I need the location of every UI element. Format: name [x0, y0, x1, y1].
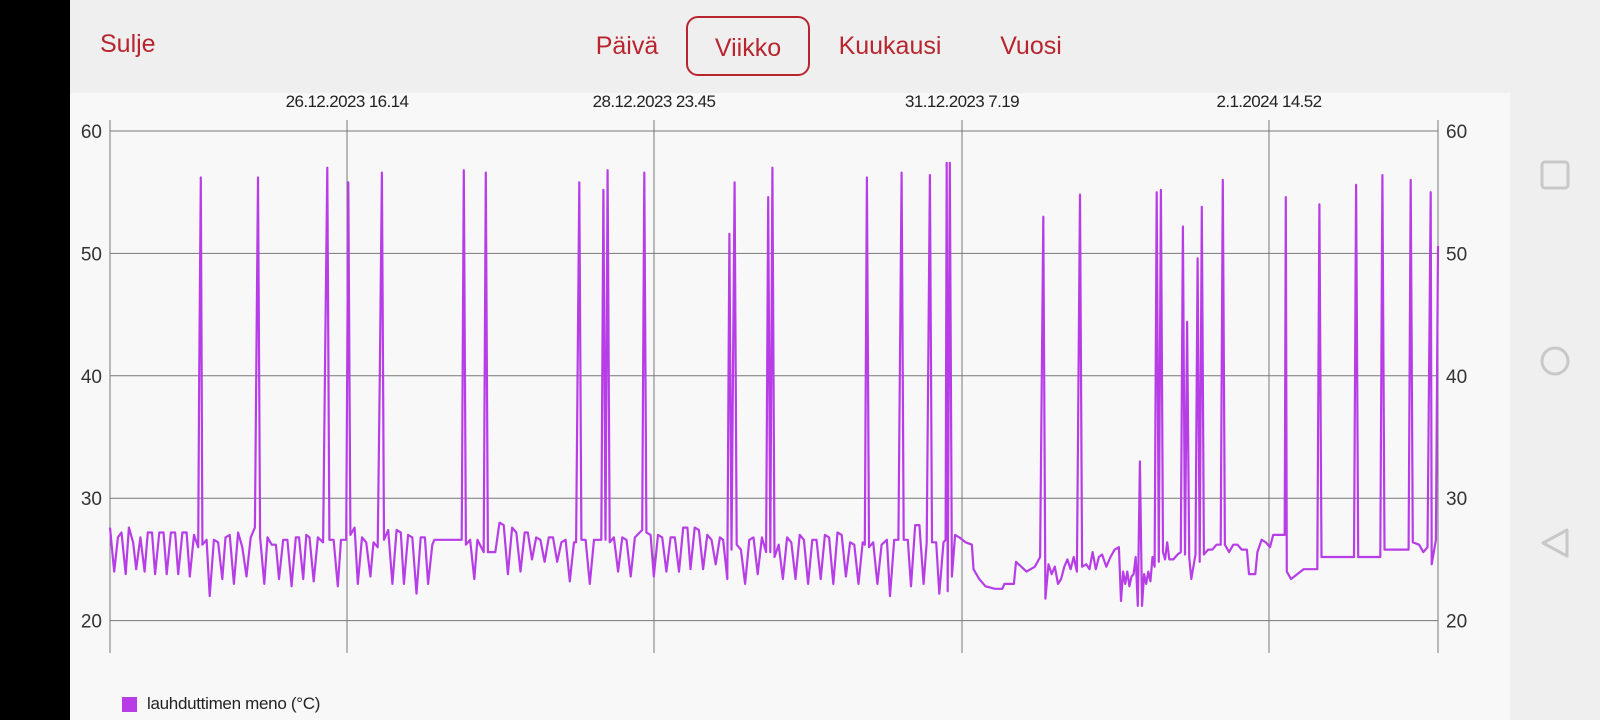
legend-swatch — [122, 696, 137, 712]
legend-label: lauhduttimen meno (°C) — [147, 694, 321, 713]
y-tick-left: 50 — [81, 244, 102, 265]
y-tick-left: 40 — [81, 367, 102, 388]
y-tick-right: 30 — [1446, 489, 1467, 510]
y-tick-right: 40 — [1446, 367, 1467, 388]
x-tick-label: 28.12.2023 23.45 — [593, 93, 716, 111]
series-line-lauhduttimen-meno — [108, 161, 1440, 608]
tab-week[interactable]: Viikko — [686, 16, 810, 76]
y-axis-right: 20 30 40 50 60 — [1446, 122, 1467, 633]
y-tick-right: 20 — [1446, 612, 1467, 633]
y-tick-left: 20 — [81, 612, 102, 633]
y-axis-left: 20 30 40 50 60 — [81, 122, 102, 633]
app-window: Sulje Päivä Viikko Kuukausi Vuosi 20 30 40… — [70, 0, 1510, 720]
chart-legend: lauhduttimen meno (°C) — [122, 694, 320, 714]
y-tick-right: 60 — [1446, 122, 1467, 143]
close-button[interactable]: Sulje — [100, 30, 156, 58]
recent-apps-icon[interactable] — [1532, 152, 1578, 198]
home-icon[interactable] — [1532, 338, 1578, 384]
x-tick-label: 26.12.2023 16.14 — [286, 93, 409, 111]
y-tick-right: 50 — [1446, 244, 1467, 265]
tab-month[interactable]: Kuukausi — [838, 32, 942, 60]
y-tick-left: 30 — [81, 489, 102, 510]
x-axis-top: 26.12.2023 16.14 28.12.2023 23.45 31.12.20… — [286, 93, 1323, 111]
y-tick-left: 60 — [81, 122, 102, 143]
line-chart: 20 30 40 50 60 20 30 40 50 60 26.12.2023 16.14 28… — [81, 93, 1467, 653]
tab-day[interactable]: Päivä — [595, 32, 659, 60]
system-nav-bar — [1510, 0, 1600, 720]
back-icon[interactable] — [1532, 520, 1578, 566]
tab-year[interactable]: Vuosi — [1000, 32, 1062, 60]
x-tick-label: 2.1.2024 14.52 — [1216, 93, 1321, 111]
top-toolbar: Sulje Päivä Viikko Kuukausi Vuosi — [70, 0, 1510, 92]
chart-area: 20 30 40 50 60 20 30 40 50 60 26.12.2023 16.14 28… — [70, 93, 1510, 720]
x-tick-label: 31.12.2023 7.19 — [905, 93, 1019, 111]
